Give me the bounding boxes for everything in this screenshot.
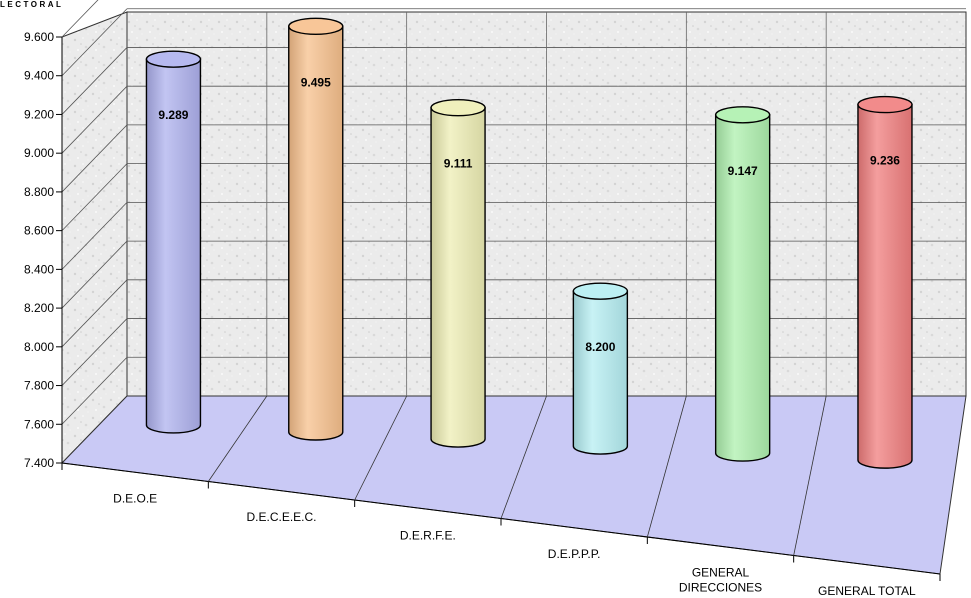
- x-category-label: D.E.R.F.E.: [400, 528, 456, 542]
- bar-value-label: 9.236: [870, 154, 900, 168]
- y-tick-label: 7.800: [24, 379, 54, 393]
- bar-top: [288, 17, 344, 36]
- floor-divider: [793, 395, 827, 556]
- gridline-side: [61, 8, 128, 77]
- bar-body: [572, 290, 629, 455]
- gridline-side: [61, 0, 99, 38]
- bar-4: 9.147: [714, 106, 771, 462]
- bar-top: [857, 95, 913, 114]
- gridline-side: [61, 356, 128, 425]
- gridline-side: [61, 47, 128, 115]
- y-tick-label: 9.400: [24, 69, 54, 83]
- x-category-label: GENERAL DIRECCIONES: [679, 565, 762, 594]
- floor-divider: [354, 395, 408, 501]
- bar-top: [430, 99, 486, 117]
- gridline-side: [61, 163, 128, 231]
- gridline-side: [61, 318, 128, 386]
- bar-body: [288, 25, 344, 441]
- y-axis: 7.400 7.600 7.800 8.000 8.200 8.400 8.600 8.800…: [24, 30, 63, 470]
- y-tick-label: 8.000: [24, 340, 54, 354]
- bar-top: [572, 282, 629, 300]
- floor-divider: [500, 395, 547, 519]
- floor-divider: [646, 395, 687, 538]
- floor-divider: [208, 395, 268, 482]
- bar-2: 9.111: [430, 99, 486, 448]
- x-category-label: D.E.C.E.E.C.: [246, 510, 316, 524]
- y-tick-label: 7.400: [24, 456, 54, 470]
- x-axis: D.E.O.E D.E.C.E.E.C. D.E.R.F.E. D.E.P.P.P. G…: [61, 395, 941, 598]
- y-tick-label: 8.400: [24, 262, 54, 276]
- bar-body: [857, 103, 913, 469]
- y-tick-label: 9.000: [24, 146, 54, 160]
- bar-top: [145, 50, 202, 68]
- x-category-label: D.E.P.P.P.: [548, 547, 601, 561]
- y-tick-label: 8.600: [24, 224, 54, 238]
- bar-value-label: 9.111: [444, 157, 473, 171]
- bar-body: [714, 114, 771, 462]
- gridline-side: [61, 240, 128, 309]
- x-category-label: D.E.O.E: [113, 491, 157, 505]
- y-tick-label: 8.800: [24, 185, 54, 199]
- bar-value-label: 9.289: [158, 108, 188, 122]
- y-tick-label: 9.600: [24, 30, 54, 44]
- bar-1: 9.495: [288, 17, 344, 441]
- y-tick-label: 8.200: [24, 301, 54, 315]
- bar-body: [145, 58, 202, 434]
- gridline-side: [61, 279, 128, 348]
- bars: 9.289 9.495 9.111 8.200 9.147 9.236: [145, 17, 913, 469]
- bar-0: 9.289: [145, 50, 202, 434]
- bar-top: [714, 106, 771, 124]
- bar-5: 9.236: [857, 95, 913, 469]
- category-wall-lines: [266, 12, 827, 396]
- gridline-side: [61, 85, 128, 154]
- bar-body: [430, 107, 486, 448]
- bar-value-label: 9.495: [301, 75, 331, 89]
- x-category-label: GENERAL TOTAL: [818, 584, 916, 598]
- y-tick-label: 9.200: [24, 107, 54, 121]
- bar-value-label: 9.147: [728, 164, 758, 178]
- gridline-side: [61, 124, 128, 193]
- y-tick-label: 7.600: [24, 417, 54, 431]
- chart-title: LECTORAL: [0, 0, 63, 9]
- bar-3: 8.200: [572, 282, 629, 455]
- chart-side-wall: [61, 11, 128, 465]
- bar-value-label: 8.200: [585, 340, 615, 354]
- gridline-side: [61, 202, 128, 270]
